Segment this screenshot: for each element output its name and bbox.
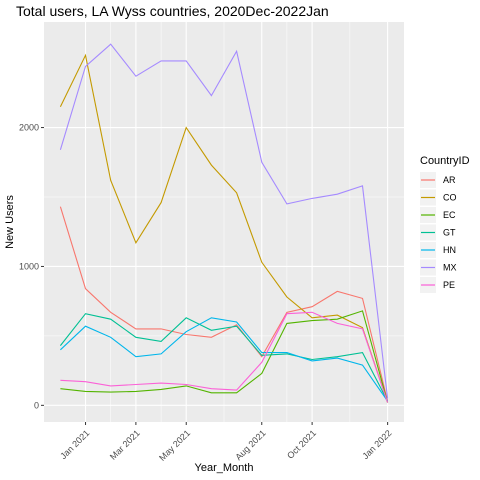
x-axis-title: Year_Month [195,462,254,474]
legend-label-co: CO [443,193,457,203]
y-tick-label: 2000 [19,123,39,133]
series-line-co [59,53,389,403]
series-line-ar [59,206,389,402]
y-tick-label: 1000 [19,261,39,271]
y-axis-title: New Users [4,195,16,249]
series-line-hn [60,317,389,402]
minor-gridlines [44,22,404,422]
legend-title: CountryID [420,155,470,167]
chart-title: Total users, LA Wyss countries, 2020Dec-… [16,3,329,19]
series-line-gt [59,313,389,402]
x-tick-label: Oct 2021 [285,428,318,461]
series-line-ec [60,310,389,403]
major-gridlines [44,22,404,422]
x-tick-label: Jan 2022 [360,428,393,461]
series-line-mx [59,43,389,399]
legend-label-ar: AR [443,175,456,185]
legend-label-ec: EC [443,210,456,220]
legend-label-mx: MX [443,263,457,273]
legend-label-pe: PE [443,280,455,290]
x-tick-label: May 2021 [157,428,192,463]
y-tick-label: 0 [34,400,39,410]
y-axis: 0 1000 2000 [19,123,44,410]
series-lines [59,43,389,403]
x-axis: Jan 2021 Mar 2021 May 2021 Aug 2021 Oct 2021… [58,422,394,463]
x-tick-label: Aug 2021 [233,428,267,462]
legend-label-gt: GT [443,228,456,238]
legend-label-hn: HN [443,245,456,255]
series-line-pe [60,311,389,403]
legend: CountryID AR CO EC GT HN MX PE [420,155,470,293]
x-tick-label: Jan 2021 [58,428,91,461]
x-tick-label: Mar 2021 [108,428,142,462]
